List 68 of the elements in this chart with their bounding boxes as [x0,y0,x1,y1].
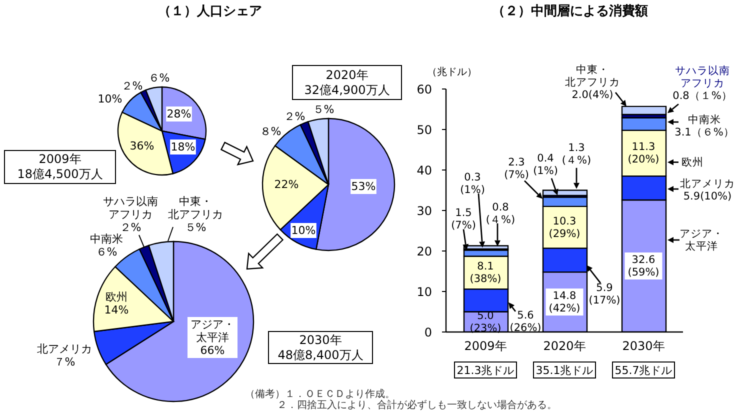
series-label: 北アメリカ [680,176,735,190]
text: 2009年 18億4,500万人 [17,152,103,182]
text: サハラ以南アフリカ [675,64,730,90]
legend-label: アジア・太平洋 [680,228,724,252]
data-label: 28% [166,107,192,120]
data-label: ６% [96,245,118,258]
data-label: 5.9(10%) [683,190,732,202]
y-tick-label: 10 [416,284,432,299]
y-tick-label: 40 [416,163,432,178]
slice-label: サハラ以南アフリカ [103,194,158,221]
data-label: ６% [148,71,170,84]
data-label: 53% [351,180,376,193]
x-tick-label: 2020年 [543,339,586,353]
x-tick-label: 2030年 [622,339,665,353]
data-label: 14% [104,303,129,316]
chart-subtitle: 2020年 32億4,900万人 [304,68,390,98]
y-tick-label: 60 [416,82,432,96]
data-label: 0.8 (４%) [486,201,516,226]
slice-label: 中南米 [90,232,123,246]
data-label: ２% [284,110,306,123]
data-label: ２% [121,79,143,92]
data-label: 10.3 (29%) [548,215,580,240]
data-label: 36% [130,139,154,152]
data-label: ２% [120,220,142,234]
data-label: 10% [98,92,122,106]
series-label: 中東・北アフリカ [565,63,620,89]
slice-label: 北アメリカ [37,342,92,356]
slice-label: アジア・太平洋 [190,318,234,344]
text: 中南米 [688,112,721,126]
data-label: ５% [312,102,334,116]
total-label: 35.1兆ドル [536,364,594,377]
x-tick-label: 2009年 [464,339,507,353]
text: 2030年 48億8,400万人 [278,332,364,362]
data-label: ５% [184,220,206,234]
data-label: 66% [200,344,225,357]
y-tick-label: 0 [424,325,432,340]
chart-title: （２）中間層による消費額 [492,3,648,21]
y-tick-label: 30 [416,204,432,218]
text: （備考）１．ＯＥＣＤより作成。 [245,389,395,400]
data-label: 5.9 (17%) [588,282,620,307]
slice-label: 中東・北アフリカ [168,194,223,221]
data-label: 14.8 (42%) [548,290,580,314]
data-label: 1.3 (４%) [562,142,592,166]
data-label: 2.0(4%) [572,89,614,102]
data-label: 0.8（１%） [672,90,732,102]
data-label: 11.3 (20%) [628,141,660,166]
data-label: 32.6 (59%) [628,254,660,278]
total-label: 21.3兆ドル [456,364,514,377]
data-label: 22% [274,178,299,191]
legend-label: 欧州 [682,155,704,168]
data-label: 0.3 (1%) [460,172,485,196]
data-label: 2.3 (7%) [504,156,529,182]
slice-label: 欧州 [106,290,128,304]
text: ２．四捨五入により、合計が必ずしも一致しない場合がある。 [277,400,557,412]
data-label: 18% [170,140,196,154]
data-label: 8.1 (38%) [470,260,502,286]
data-label: ７% [54,355,76,368]
data-label: 1.5 (7%) [451,207,476,232]
y-tick-label: 20 [416,244,432,258]
data-label: 10% [291,224,316,237]
y-tick-label: 50 [416,122,432,137]
data-label: 3.1（６%） [674,126,734,138]
data-label: ８% [260,124,282,138]
chart-title: （１）人口シェア [158,3,262,21]
y-axis-title: （兆ドル） [427,66,477,80]
total-label: 55.7兆ドル [614,364,672,377]
data-label: 5.6 (26%) [510,309,542,334]
data-label: 0.4 (1%) [533,152,558,177]
